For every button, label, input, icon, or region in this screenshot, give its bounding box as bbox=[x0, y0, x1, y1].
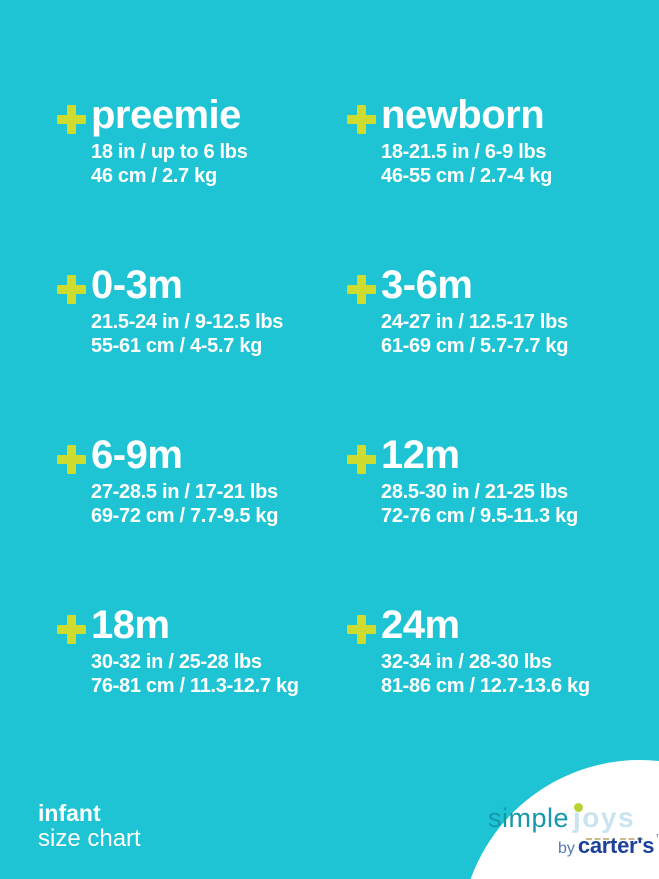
size-metric: 46 cm / 2.7 kg bbox=[91, 165, 217, 187]
logo-word-joys-wrap: joys bbox=[573, 802, 644, 840]
logo-word-by: by bbox=[558, 840, 575, 857]
size-name: 24m bbox=[381, 603, 460, 647]
size-info: newborn 18-21.5 in / 6-9 lbs 46-55 cm / … bbox=[381, 95, 552, 188]
size-name: preemie bbox=[91, 93, 241, 137]
size-imperial: 27-28.5 in / 17-21 lbs bbox=[91, 481, 278, 503]
size-entry-18m: 18m 30-32 in / 25-28 lbs 76-81 cm / 11.3… bbox=[57, 605, 347, 775]
plus-icon bbox=[57, 275, 86, 304]
plus-icon bbox=[347, 275, 376, 304]
size-imperial: 21.5-24 in / 9-12.5 lbs bbox=[91, 311, 284, 333]
size-name: 6-9m bbox=[91, 433, 183, 477]
plus-icon bbox=[347, 445, 376, 474]
trademark-symbol: ™ bbox=[655, 833, 659, 843]
size-imperial: 30-32 in / 25-28 lbs bbox=[91, 651, 262, 673]
size-imperial: 28.5-30 in / 21-25 lbs bbox=[381, 481, 568, 503]
size-imperial: 18-21.5 in / 6-9 lbs bbox=[381, 141, 547, 163]
size-info: 24m 32-34 in / 28-30 lbs 81-86 cm / 12.7… bbox=[381, 605, 590, 698]
size-info: 12m 28.5-30 in / 21-25 lbs 72-76 cm / 9.… bbox=[381, 435, 578, 528]
size-info: 3-6m 24-27 in / 12.5-17 lbs 61-69 cm / 5… bbox=[381, 265, 568, 358]
size-info: 6-9m 27-28.5 in / 17-21 lbs 69-72 cm / 7… bbox=[91, 435, 278, 528]
size-imperial: 18 in / up to 6 lbs bbox=[91, 141, 248, 163]
size-name: 12m bbox=[381, 433, 460, 477]
plus-icon bbox=[347, 105, 376, 134]
plus-icon bbox=[57, 105, 86, 134]
logo-word-carters: carter's bbox=[577, 833, 655, 858]
size-metric: 69-72 cm / 7.7-9.5 kg bbox=[91, 505, 279, 527]
size-metric: 72-76 cm / 9.5-11.3 kg bbox=[381, 505, 578, 527]
size-imperial: 32-34 in / 28-30 lbs bbox=[381, 651, 552, 673]
size-entry-12m: 12m 28.5-30 in / 21-25 lbs 72-76 cm / 9.… bbox=[347, 435, 619, 605]
size-name: 0-3m bbox=[91, 263, 183, 307]
size-entry-3-6m: 3-6m 24-27 in / 12.5-17 lbs 61-69 cm / 5… bbox=[347, 265, 619, 435]
size-entry-preemie: preemie 18 in / up to 6 lbs 46 cm / 2.7 … bbox=[57, 95, 347, 265]
plus-icon bbox=[57, 615, 86, 644]
size-metric: 55-61 cm / 4-5.7 kg bbox=[91, 335, 263, 357]
logo-j-dot-icon bbox=[574, 803, 584, 812]
plus-icon bbox=[57, 445, 86, 474]
logo-word-joys: joys bbox=[573, 802, 636, 833]
size-metric: 46-55 cm / 2.7-4 kg bbox=[381, 165, 553, 187]
size-name: 18m bbox=[91, 603, 170, 647]
size-grid: preemie 18 in / up to 6 lbs 46 cm / 2.7 … bbox=[57, 95, 619, 775]
chart-footer-label: infant size chart bbox=[38, 800, 141, 852]
size-info: 18m 30-32 in / 25-28 lbs 76-81 cm / 11.3… bbox=[91, 605, 299, 698]
logo-stitch-right-icon bbox=[620, 838, 644, 840]
size-entry-6-9m: 6-9m 27-28.5 in / 17-21 lbs 69-72 cm / 7… bbox=[57, 435, 347, 605]
logo-by-carters: by carter's ™ bbox=[558, 833, 659, 859]
logo-word-simple: simple bbox=[488, 803, 570, 833]
size-entry-24m: 24m 32-34 in / 28-30 lbs 81-86 cm / 12.7… bbox=[347, 605, 619, 775]
logo-stitch-left-icon bbox=[586, 838, 610, 840]
size-entry-0-3m: 0-3m 21.5-24 in / 9-12.5 lbs 55-61 cm / … bbox=[57, 265, 347, 435]
size-info: 0-3m 21.5-24 in / 9-12.5 lbs 55-61 cm / … bbox=[91, 265, 283, 358]
size-entry-newborn: newborn 18-21.5 in / 6-9 lbs 46-55 cm / … bbox=[347, 95, 619, 265]
size-metric: 61-69 cm / 5.7-7.7 kg bbox=[381, 335, 569, 357]
size-metric: 76-81 cm / 11.3-12.7 kg bbox=[91, 675, 299, 697]
logo-simple-joys: simple joys bbox=[488, 802, 644, 840]
footer-category: infant bbox=[38, 800, 101, 826]
plus-icon bbox=[347, 615, 376, 644]
size-name: newborn bbox=[381, 93, 545, 137]
size-metric: 81-86 cm / 12.7-13.6 kg bbox=[381, 675, 590, 697]
size-imperial: 24-27 in / 12.5-17 lbs bbox=[381, 311, 568, 333]
size-info: preemie 18 in / up to 6 lbs 46 cm / 2.7 … bbox=[91, 95, 248, 188]
footer-title: size chart bbox=[38, 825, 141, 852]
size-name: 3-6m bbox=[381, 263, 473, 307]
brand-logo-circle: simple joys by carter's ™ bbox=[460, 760, 659, 879]
